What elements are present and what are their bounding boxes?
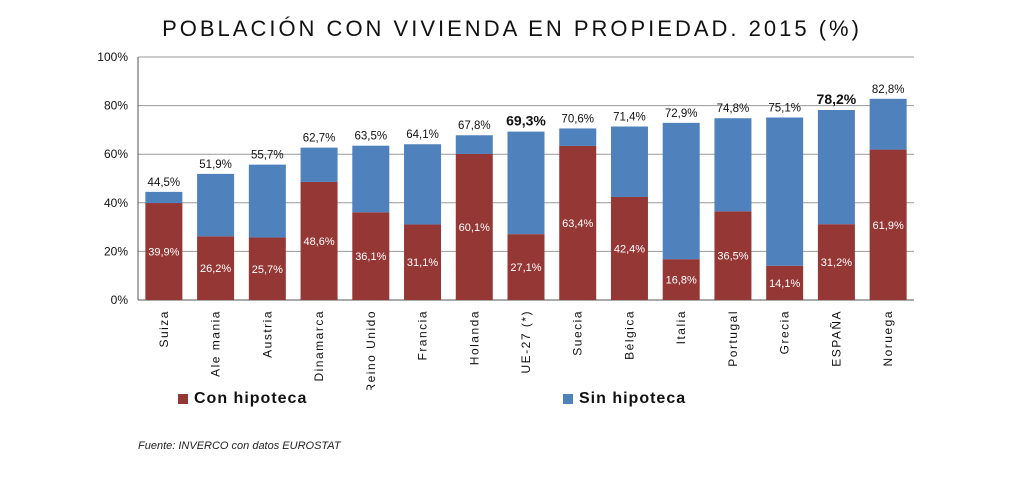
data-label-con-hipoteca: 26,2% xyxy=(200,263,231,275)
bar-con-hipoteca xyxy=(714,211,752,300)
y-tick-label: 40% xyxy=(104,196,128,210)
bar-con-hipoteca xyxy=(766,265,804,300)
category-label: Bélgica xyxy=(622,310,636,360)
total-label: 82,8% xyxy=(872,84,905,96)
category-label: ESPAÑA xyxy=(829,310,843,367)
total-label: 55,7% xyxy=(251,150,284,162)
total-label: 78,2% xyxy=(817,91,857,107)
bar-con-hipoteca xyxy=(197,236,235,300)
category-label: Ale mania xyxy=(209,310,223,377)
bar-con-hipoteca xyxy=(507,234,545,300)
data-label-con-hipoteca: 14,1% xyxy=(769,278,800,290)
legend-con-hipoteca: Con hipoteca xyxy=(178,390,307,408)
legend-label-sin-hipoteca: Sin hipoteca xyxy=(579,390,687,407)
data-label-con-hipoteca: 36,1% xyxy=(355,251,386,263)
bar-sin-hipoteca xyxy=(404,144,442,225)
bar-con-hipoteca xyxy=(145,203,183,300)
bar-sin-hipoteca xyxy=(559,128,597,146)
total-label: 72,9% xyxy=(665,108,698,120)
category-label: Suecia xyxy=(571,310,585,356)
category-label: Dinamarca xyxy=(312,310,326,382)
y-tick-label: 20% xyxy=(104,244,128,258)
data-label-con-hipoteca: 25,7% xyxy=(252,264,283,276)
legend-swatch-sin-hipoteca xyxy=(563,394,573,404)
bar-sin-hipoteca xyxy=(869,98,907,150)
total-label: 51,9% xyxy=(199,159,232,171)
category-label: Austria xyxy=(260,310,274,358)
bar-sin-hipoteca xyxy=(197,173,235,237)
data-label-con-hipoteca: 60,1% xyxy=(459,222,490,234)
bar-con-hipoteca xyxy=(352,212,390,300)
total-label: 71,4% xyxy=(613,111,646,123)
y-tick-label: 80% xyxy=(104,99,128,113)
data-label-con-hipoteca: 16,8% xyxy=(666,275,697,287)
category-label: Suiza xyxy=(157,310,171,348)
bar-con-hipoteca xyxy=(610,196,648,300)
bar-con-hipoteca xyxy=(300,181,338,300)
source-note: Fuente: INVERCO con datos EUROSTAT xyxy=(138,440,341,452)
data-label-con-hipoteca: 31,2% xyxy=(821,257,852,269)
data-label-con-hipoteca: 31,1% xyxy=(407,257,438,269)
bar-sin-hipoteca xyxy=(507,131,545,235)
category-label: Grecia xyxy=(778,310,792,354)
bar-sin-hipoteca xyxy=(714,118,752,212)
bar-sin-hipoteca xyxy=(662,122,700,260)
bar-con-hipoteca xyxy=(248,237,286,300)
y-tick-label: 60% xyxy=(104,147,128,161)
bar-con-hipoteca xyxy=(455,153,493,300)
category-label: Holanda xyxy=(467,310,481,365)
total-label: 69,3% xyxy=(506,113,546,129)
total-label: 62,7% xyxy=(303,133,336,145)
bar-sin-hipoteca xyxy=(766,117,804,266)
bar-con-hipoteca xyxy=(404,224,442,300)
y-tick-label: 0% xyxy=(111,293,129,307)
bar-sin-hipoteca xyxy=(817,109,855,225)
bar-sin-hipoteca xyxy=(455,135,493,154)
bar-sin-hipoteca xyxy=(610,126,648,197)
bar-sin-hipoteca xyxy=(352,145,390,213)
chart-title: POBLACIÓN CON VIVIENDA EN PROPIEDAD. 201… xyxy=(162,16,862,41)
data-label-con-hipoteca: 48,6% xyxy=(303,236,334,248)
bar-sin-hipoteca xyxy=(300,147,338,182)
category-label: UE-27 (*) xyxy=(519,310,533,374)
total-label: 74,8% xyxy=(717,103,750,115)
total-label: 70,6% xyxy=(561,113,594,125)
category-label: Italia xyxy=(674,310,688,344)
stacked-bar-chart: 0% 20% 40% 60% 80% 100% 39,9% 44,5% Suiza 26,2% 51… xyxy=(97,50,914,390)
total-label: 63,5% xyxy=(354,131,387,143)
bar-con-hipoteca xyxy=(869,149,907,300)
legend-label-con-hipoteca: Con hipoteca xyxy=(194,390,308,407)
category-label: Francia xyxy=(416,310,430,361)
data-label-con-hipoteca: 61,9% xyxy=(873,220,904,232)
data-label-con-hipoteca: 42,4% xyxy=(614,243,645,255)
category-label: Noruega xyxy=(881,310,895,367)
bar-sin-hipoteca xyxy=(248,164,286,238)
data-label-con-hipoteca: 63,4% xyxy=(562,218,593,230)
data-label-con-hipoteca: 36,5% xyxy=(717,251,748,263)
y-tick-label: 100% xyxy=(97,50,128,64)
bar-sin-hipoteca xyxy=(145,191,183,204)
bar-con-hipoteca xyxy=(817,224,855,300)
category-label: Portugal xyxy=(726,310,740,367)
bar-con-hipoteca xyxy=(662,259,700,300)
bar-con-hipoteca xyxy=(559,145,597,300)
legend-sin-hipoteca: Sin hipoteca xyxy=(563,390,686,408)
legend-swatch-con-hipoteca xyxy=(178,394,188,404)
category-label: Reino Unido xyxy=(364,310,378,390)
data-label-con-hipoteca: 27,1% xyxy=(510,262,541,274)
total-label: 44,5% xyxy=(148,177,181,189)
total-label: 75,1% xyxy=(768,103,801,115)
total-label: 64,1% xyxy=(406,129,439,141)
data-label-con-hipoteca: 39,9% xyxy=(148,247,179,259)
total-label: 67,8% xyxy=(458,120,491,132)
